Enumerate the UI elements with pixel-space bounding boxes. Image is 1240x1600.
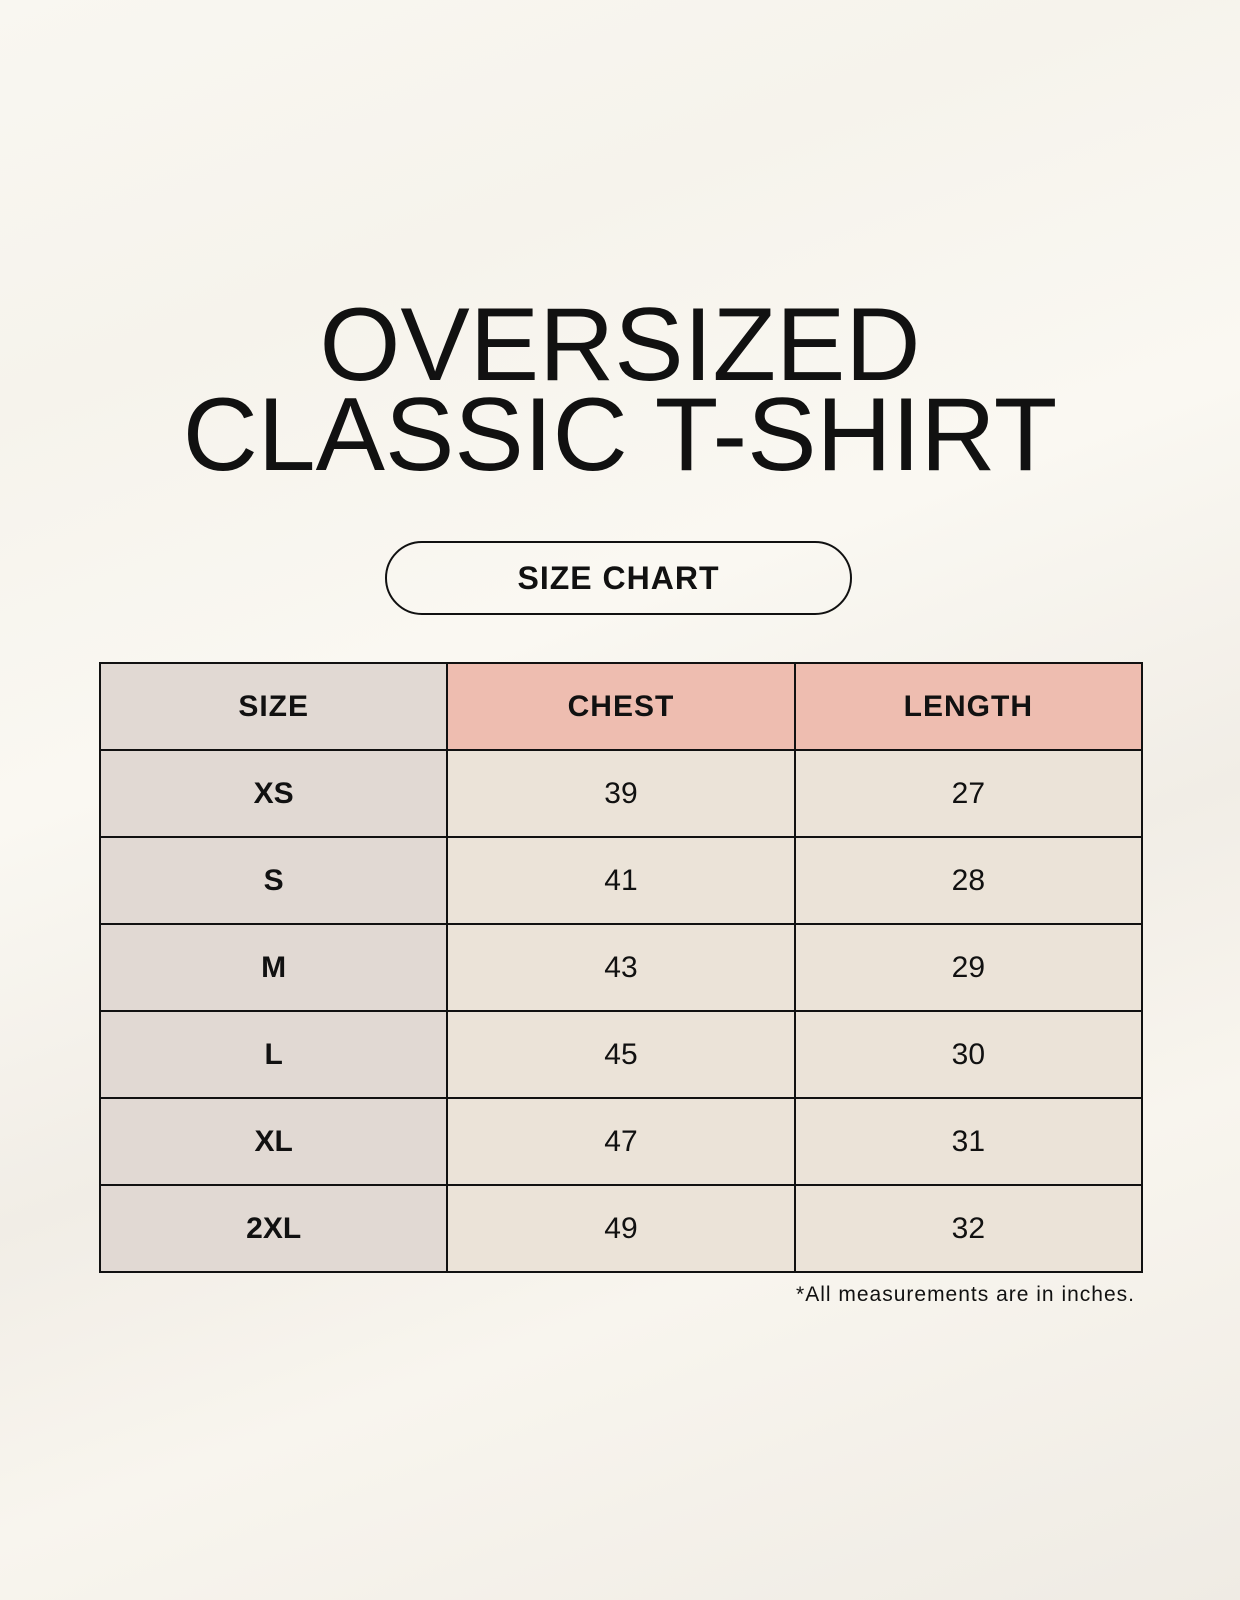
cell-length: 32 — [793, 1184, 1144, 1273]
table-row: XL 47 31 — [98, 1097, 1144, 1186]
cell-size: XL — [98, 1097, 449, 1186]
cell-size: L — [98, 1010, 449, 1099]
cell-length: 31 — [793, 1097, 1144, 1186]
cell-chest: 41 — [446, 836, 796, 925]
cell-size: 2XL — [98, 1184, 449, 1273]
cell-chest: 45 — [446, 1010, 796, 1099]
title-line-1: OVERSIZED — [319, 287, 921, 403]
table-header-row: SIZE CHEST LENGTH — [98, 662, 1144, 751]
footnote: *All measurements are in inches. — [796, 1283, 1135, 1306]
cell-chest: 39 — [446, 749, 796, 838]
table-row: M 43 29 — [98, 923, 1144, 1012]
size-table: SIZE CHEST LENGTH XS 39 27 S 41 28 M 43 29 L 45 30 X… — [98, 662, 1144, 1273]
cell-size: XS — [98, 749, 449, 838]
table-row: XS 39 27 — [98, 749, 1144, 838]
cell-chest: 43 — [446, 923, 796, 1012]
cell-length: 30 — [793, 1010, 1144, 1099]
title-line-2: CLASSIC T-SHIRT — [182, 377, 1058, 493]
cell-chest: 47 — [446, 1097, 796, 1186]
header-size: SIZE — [98, 662, 449, 751]
page-title: OVERSIZED CLASSIC T-SHIRT — [0, 287, 1240, 493]
table-row: 2XL 49 32 — [98, 1184, 1144, 1273]
cell-length: 29 — [793, 923, 1144, 1012]
cell-chest: 49 — [446, 1184, 796, 1273]
header-length: LENGTH — [793, 662, 1144, 751]
table-row: L 45 30 — [98, 1010, 1144, 1099]
header-chest: CHEST — [446, 662, 796, 751]
size-chart-badge: SIZE CHART — [385, 541, 852, 615]
cell-size: M — [98, 923, 449, 1012]
cell-size: S — [98, 836, 449, 925]
cell-length: 28 — [793, 836, 1144, 925]
cell-length: 27 — [793, 749, 1144, 838]
table-row: S 41 28 — [98, 836, 1144, 925]
